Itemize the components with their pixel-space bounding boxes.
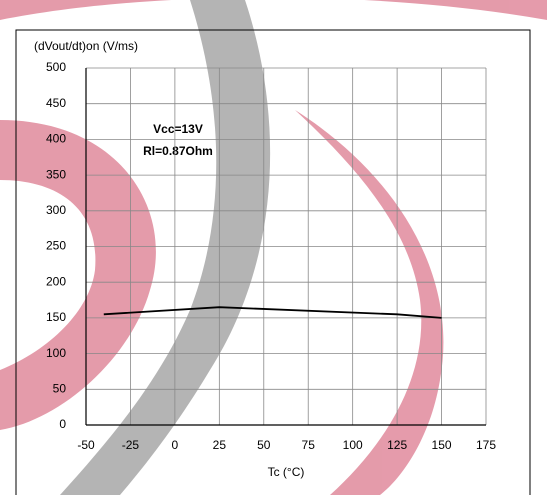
watermark-pink-left	[0, 120, 156, 430]
watermark-gray	[60, 0, 271, 495]
annotation: Vcc=13V	[153, 122, 203, 136]
x-tick-label: 0	[172, 438, 179, 452]
frame	[15, 29, 531, 495]
y-tick-label: 0	[59, 417, 66, 431]
y-tick-label: 450	[46, 96, 66, 110]
x-tick-label: 25	[213, 438, 227, 452]
x-tick-label: 150	[432, 438, 452, 452]
y-tick-label: 100	[46, 346, 66, 360]
x-tick-label: 175	[476, 438, 496, 452]
y-tick-label: 250	[46, 239, 66, 253]
y-tick-label: 300	[46, 203, 66, 217]
y-tick-label: 150	[46, 310, 66, 324]
data-line	[103, 306, 442, 319]
y-tick-label: 50	[53, 381, 67, 395]
x-tick-label: -50	[77, 438, 95, 452]
x-tick-label: 75	[302, 438, 316, 452]
y-tick-label: 350	[46, 167, 66, 181]
x-tick-label: 100	[343, 438, 363, 452]
x-tick-label: -25	[122, 438, 140, 452]
watermark-pink-right	[295, 110, 444, 495]
x-axis-label: Tc (°C)	[268, 465, 305, 479]
x-tick-label: 50	[257, 438, 271, 452]
y-tick-label: 500	[46, 60, 66, 74]
watermark-pink-top	[0, 0, 547, 20]
x-tick-label: 125	[387, 438, 407, 452]
y-axis-label: (dVout/dt)on (V/ms)	[34, 39, 138, 53]
annotation: Rl=0.87Ohm	[143, 144, 213, 158]
y-tick-label: 400	[46, 132, 66, 146]
y-tick-label: 200	[46, 274, 66, 288]
